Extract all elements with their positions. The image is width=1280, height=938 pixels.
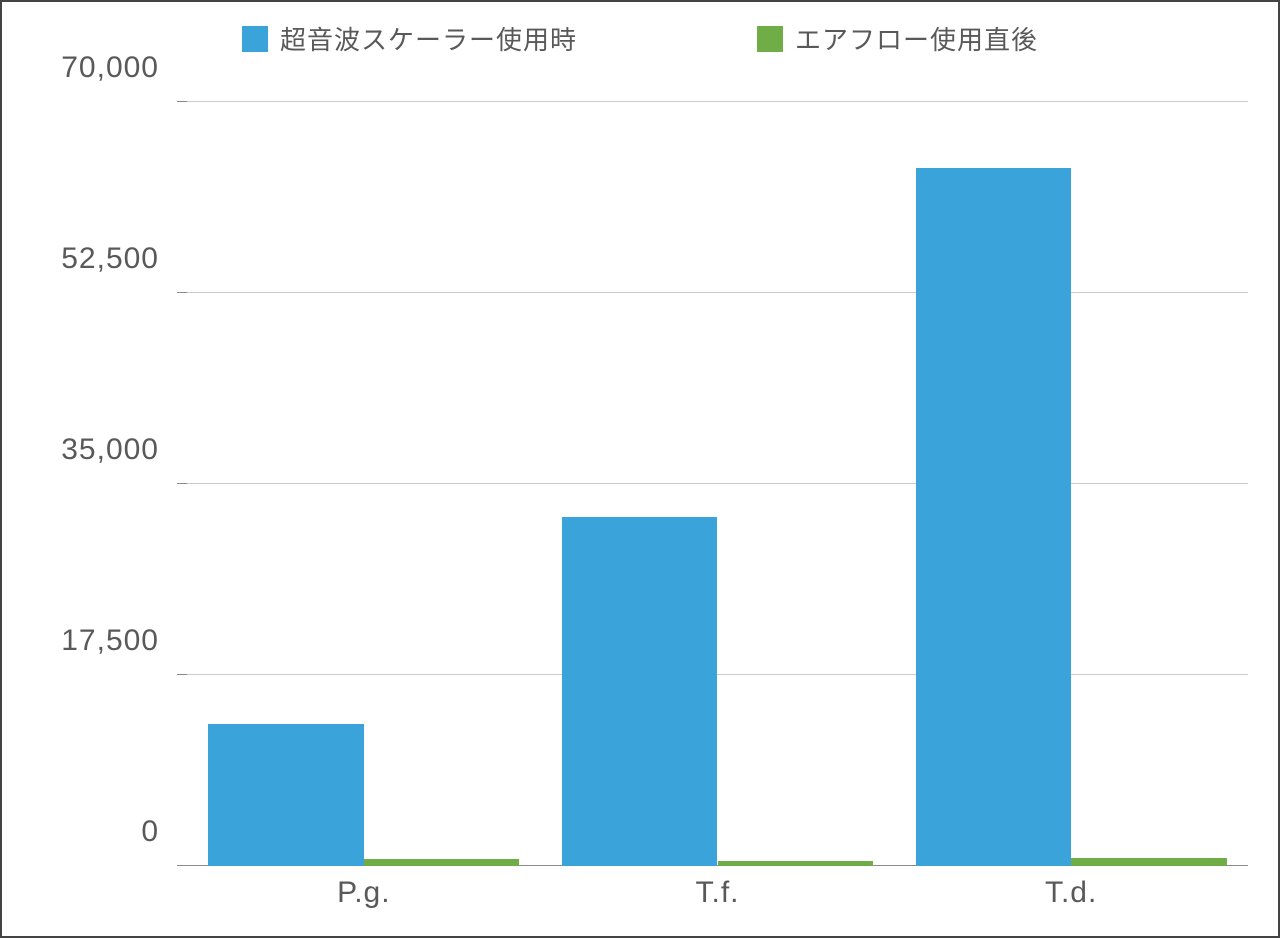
legend-label-1: 超音波スケーラー使用時 bbox=[280, 20, 577, 57]
y-tick-mark bbox=[177, 292, 187, 293]
y-tick-mark bbox=[177, 674, 187, 675]
legend-swatch-1 bbox=[242, 26, 268, 52]
y-tick-mark bbox=[177, 101, 187, 102]
gridline bbox=[187, 674, 1248, 675]
x-axis-label: T.d. bbox=[1045, 866, 1097, 910]
x-axis-label: P.g. bbox=[337, 866, 391, 910]
plot-area: 017,50035,00052,50070,000P.g.T.f.T.d. bbox=[187, 102, 1248, 866]
legend-item-series-1: 超音波スケーラー使用時 bbox=[242, 20, 577, 57]
bar bbox=[562, 517, 718, 866]
y-tick-label: 35,000 bbox=[61, 433, 187, 467]
y-tick-label: 0 bbox=[141, 815, 187, 849]
y-tick-mark bbox=[177, 483, 187, 484]
y-tick-mark bbox=[177, 865, 187, 866]
legend-swatch-2 bbox=[757, 26, 783, 52]
bar bbox=[718, 861, 874, 866]
gridline bbox=[187, 483, 1248, 484]
y-tick-label: 52,500 bbox=[61, 242, 187, 276]
chart-frame: 超音波スケーラー使用時 エアフロー使用直後 017,50035,00052,50… bbox=[0, 0, 1280, 938]
bar bbox=[1071, 858, 1227, 866]
gridline bbox=[187, 101, 1248, 102]
bar bbox=[916, 168, 1072, 867]
legend: 超音波スケーラー使用時 エアフロー使用直後 bbox=[2, 20, 1278, 57]
x-axis-label: T.f. bbox=[695, 866, 739, 910]
y-tick-label: 70,000 bbox=[61, 51, 187, 85]
legend-item-series-2: エアフロー使用直後 bbox=[757, 20, 1038, 57]
gridline bbox=[187, 292, 1248, 293]
bar bbox=[208, 724, 364, 866]
y-tick-label: 17,500 bbox=[61, 624, 187, 658]
legend-label-2: エアフロー使用直後 bbox=[795, 20, 1038, 57]
